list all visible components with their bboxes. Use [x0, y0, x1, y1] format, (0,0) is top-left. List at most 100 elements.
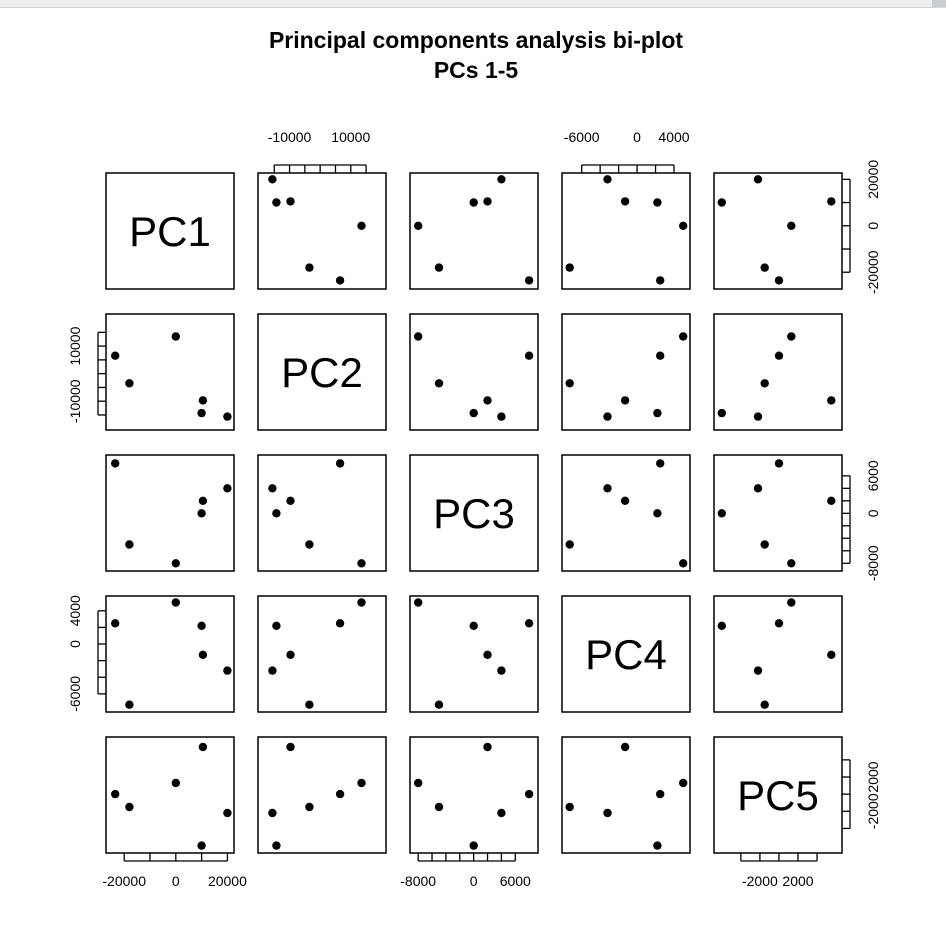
data-point: [497, 412, 506, 421]
data-point: [603, 808, 612, 818]
data-point: [827, 650, 836, 659]
data-point: [268, 808, 277, 818]
data-point: [469, 841, 478, 850]
panel-pc1-pc4: [561, 172, 691, 290]
tick-label: -10000: [268, 129, 312, 145]
tick-label: 6000: [865, 460, 881, 491]
panel-pc1-pc5: [713, 172, 843, 290]
data-point: [268, 175, 277, 184]
data-point: [111, 459, 120, 468]
scatter-matrix: PC1 PC2 PC3 PC4 PC5 -10000 10000 -6000 0 4000 -200…: [67, 129, 881, 889]
data-point: [125, 700, 134, 709]
data-point: [620, 742, 630, 752]
data-point: [787, 221, 796, 230]
data-point: [125, 379, 134, 388]
data-point: [524, 276, 534, 285]
data-point: [335, 789, 345, 799]
chart-title: Principal components analysis bi-plot: [269, 27, 683, 53]
data-point: [223, 412, 232, 421]
tick-label: 10000: [331, 129, 370, 145]
data-point: [305, 263, 314, 272]
data-point: [774, 351, 784, 360]
data-point: [656, 789, 665, 799]
data-point: [305, 802, 314, 812]
data-point: [198, 742, 208, 752]
panel-pc2-pc1: [105, 313, 235, 431]
data-point: [679, 559, 688, 568]
data-point: [483, 197, 492, 206]
data-point: [760, 540, 769, 549]
panel-pc4-pc4: [561, 595, 691, 713]
data-point: [603, 484, 612, 493]
data-point: [787, 559, 796, 568]
diagonal-label-pc2: PC2: [281, 349, 363, 396]
data-point: [565, 379, 574, 388]
panel-pc3-pc1: [105, 454, 235, 572]
data-point: [753, 175, 763, 184]
data-point: [827, 396, 836, 405]
tick-label: 0: [172, 873, 180, 889]
data-point: [497, 666, 506, 675]
data-point: [483, 650, 492, 659]
data-point: [620, 396, 630, 405]
data-point: [653, 408, 662, 418]
data-point: [827, 496, 836, 505]
tick-label: -20000: [865, 250, 881, 294]
panel-pc5-pc4: [561, 736, 691, 854]
data-point: [653, 841, 662, 850]
data-point: [603, 412, 612, 421]
data-point: [656, 276, 665, 285]
data-point: [656, 459, 665, 468]
data-point: [414, 332, 423, 341]
data-point: [357, 559, 366, 568]
panel-pc5-pc1: [105, 736, 235, 854]
panel-pc1-pc3: [409, 172, 539, 290]
data-point: [603, 175, 612, 184]
data-point: [414, 221, 423, 230]
data-point: [717, 198, 726, 207]
tick-label: -8000: [400, 873, 436, 889]
data-point: [753, 666, 763, 675]
data-point: [286, 742, 295, 752]
tick-label: 6000: [500, 873, 531, 889]
diagonal-label-pc3: PC3: [433, 490, 515, 537]
data-point: [434, 700, 444, 709]
panel-pc4-pc1: [105, 595, 235, 713]
panel-pc2-pc4: [561, 313, 691, 431]
data-point: [469, 408, 478, 418]
data-point: [272, 509, 281, 518]
data-point: [171, 778, 180, 788]
data-point: [198, 396, 208, 405]
data-point: [827, 197, 836, 206]
data-point: [483, 742, 492, 752]
data-point: [286, 197, 295, 206]
data-point: [305, 700, 314, 709]
data-point: [272, 621, 281, 630]
data-point: [483, 396, 492, 405]
data-point: [171, 598, 180, 607]
data-point: [565, 263, 574, 272]
data-point: [335, 276, 345, 285]
tick-label: -2000: [865, 793, 881, 829]
data-point: [268, 666, 277, 675]
data-point: [753, 484, 763, 493]
data-point: [524, 351, 534, 360]
data-point: [335, 459, 345, 468]
tick-label: -6000: [67, 676, 83, 712]
data-point: [171, 559, 180, 568]
data-point: [774, 459, 784, 468]
tick-label: 0: [633, 129, 641, 145]
data-point: [272, 841, 281, 850]
data-point: [414, 598, 423, 607]
tick-label: 20000: [208, 873, 247, 889]
data-point: [434, 263, 444, 272]
data-point: [434, 379, 444, 388]
panel-pc2-pc5: [713, 313, 843, 431]
panel-pc4-pc3: [409, 595, 539, 713]
panel-pc5-pc2: [257, 736, 387, 854]
data-point: [223, 484, 232, 493]
diagonal-label-pc1: PC1: [129, 208, 211, 255]
data-point: [469, 198, 478, 207]
tick-label: -8000: [865, 545, 881, 581]
